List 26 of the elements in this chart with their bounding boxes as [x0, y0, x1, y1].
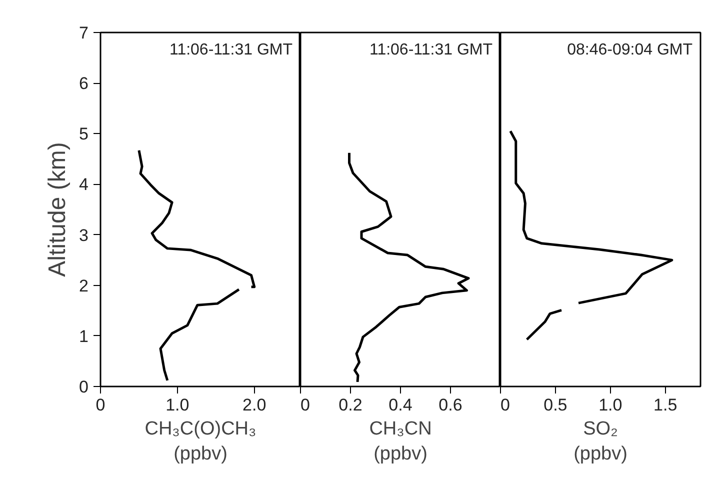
x-tick-label: 1.0 [166, 396, 190, 414]
x-axis-title: CH₃CN (ppbv) [369, 418, 432, 465]
x-tick-label: 0.4 [388, 396, 412, 414]
y-tick-label: 5 [79, 124, 89, 144]
y-tick-label: 7 [79, 24, 89, 42]
x-tick-label: 0 [96, 396, 106, 414]
annotation: 08:46-09:04 GMT [567, 41, 693, 58]
x-tick-label: 1.5 [654, 396, 678, 414]
x-axis-title: CH₃C(O)CH₃ (ppbv) [144, 418, 256, 465]
x-tick-label: 0 [300, 396, 310, 414]
x-tick-label: 0.5 [544, 396, 568, 414]
y-tick-label: 2 [79, 276, 89, 296]
x-tick-label: 1.0 [598, 396, 622, 414]
y-axis-title: Altitude (km) [44, 142, 72, 277]
x-axis-title: SO₂ (ppbv) [574, 418, 628, 465]
y-tick-label: 4 [79, 175, 89, 194]
x-tick-label: 0 [500, 396, 510, 414]
x-tick-label: 2.0 [242, 396, 266, 414]
annotation: 11:06-11:31 GMT [369, 41, 493, 58]
y-tick-label: 3 [79, 226, 89, 245]
x-tick-label: 0.2 [338, 396, 362, 414]
y-tick-label: 6 [79, 74, 89, 94]
y-tick-label: 1 [79, 326, 89, 346]
annotation: 11:06-11:31 GMT [169, 41, 293, 58]
y-tick-label: 0 [79, 378, 89, 396]
x-tick-label: 0.6 [438, 396, 462, 414]
